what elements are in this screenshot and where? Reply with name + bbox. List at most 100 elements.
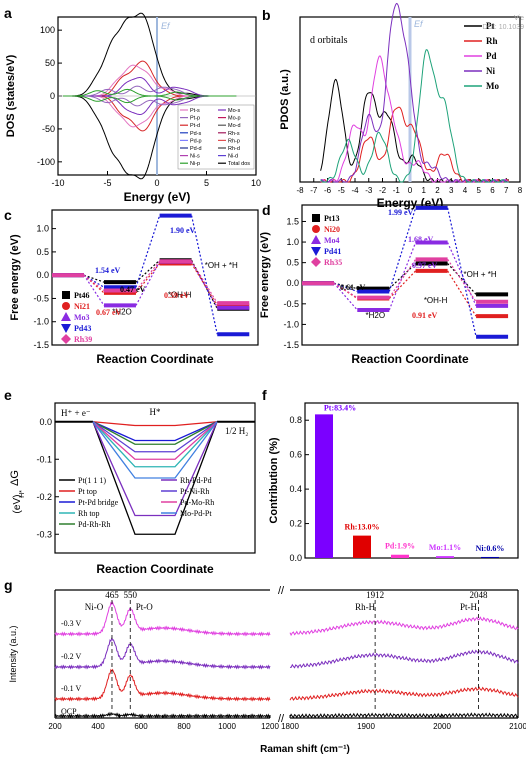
panel-c-connector-Pt46-1: [135, 259, 161, 283]
watermark-line-2: DOI: 10.1039: [482, 24, 524, 31]
panel-label-a: a: [4, 5, 12, 21]
panel-g-peak-value-3: 2048: [469, 590, 488, 600]
panel-c-state-label-2: *OH-H: [168, 291, 192, 300]
panel-e-xlabel: Reaction Coordinate: [96, 562, 214, 576]
panel-b-series-Pd: [320, 55, 509, 183]
panel-e-y-ticklabel-2: -0.2: [36, 492, 52, 502]
panel-c-connector-Rh39-2: [191, 260, 218, 304]
panel-a-y-ticklabel-0: -100: [37, 157, 55, 167]
panel-e-y-ticklabel-0: 0.0: [39, 417, 52, 427]
panel-e-path-Mo-Pd-Pt: [92, 421, 218, 479]
panel-c-annotation-2: 0.47 eV: [120, 285, 146, 294]
panel-g-series-left-3: [54, 711, 271, 719]
panel-a-ylabel: DOS (states/eV): [5, 54, 17, 137]
panel-a-legend-label-7: Rh-s: [228, 131, 240, 137]
panel-b-x-ticklabel-6: -2: [379, 186, 387, 195]
panel-f-bar-label-Ni: Ni:0.6%: [476, 544, 505, 553]
panel-b-x-ticklabel-4: -4: [351, 186, 359, 195]
panel-d-legend-marker-Ni20: [312, 225, 320, 233]
panel-c-y-ticklabel-2: 0.0: [36, 270, 49, 280]
panel-d-connector-Pd41-2: [447, 207, 477, 337]
panel-b-x-ticklabel-7: -1: [393, 186, 401, 195]
panel-c-legend-label-Rh39: Rh39: [74, 335, 92, 344]
panel-g-left-ticklabel-4: 600: [134, 722, 148, 731]
panel-c-state-label-3: *OH + *H: [205, 261, 238, 270]
panel-e-path-Pt-Ni-Rh: [92, 421, 218, 453]
panel-c-connector-Pd43-1: [135, 215, 161, 288]
panel-f-bar-label-Pt: Pt:83.4%: [324, 403, 356, 412]
panel-a-x-ticklabel-0: -10: [51, 178, 64, 188]
panel-d-legend-marker-Mo4: [311, 235, 321, 244]
panel-e-path-Pt-top: [92, 421, 218, 427]
panel-f-ylabel: Contribution (%): [268, 437, 280, 523]
panel-b-x-ticklabel-0: -8: [296, 186, 304, 195]
panel-c-ylabel: Free energy (eV): [9, 234, 21, 321]
panel-f-bar-Mo: [436, 556, 454, 558]
panel-g-peak-name-2: Rh-H: [355, 602, 376, 612]
panel-a-legend-label-2: Pt-p: [190, 116, 200, 122]
panel-a-legend-label-14: Ni-p: [190, 161, 200, 167]
panel-e-legend-label-3: Rh top: [78, 509, 100, 518]
panel-g-series-right-1: [289, 649, 519, 669]
panel-f-bar-Ni: [481, 556, 499, 558]
panel-c-legend-label-Pt46: Pt46: [74, 291, 90, 300]
panel-d-y-ticklabel-4: -0.5: [283, 299, 299, 309]
panel-g-series-left-1: [54, 636, 271, 670]
panel-d-legend-marker-Pd41: [311, 247, 321, 256]
panel-a-legend-label-10: Pd-d: [190, 146, 202, 152]
panel-a-y-ticklabel-2: 0: [50, 91, 55, 101]
panel-c-frame: [51, 209, 259, 346]
panel-e-path-Rh-top: [92, 421, 218, 468]
panel-e-legend-label-1: Pt top: [78, 487, 97, 496]
panel-g-left-ticklabel-10: 1200: [261, 722, 279, 731]
panel-b-series-Mo: [320, 49, 509, 183]
panel-g-series-left-0: [54, 600, 271, 637]
panel-g-left-ticklabel-2: 400: [91, 722, 105, 731]
panel-a-y-ticklabel-1: -50: [42, 124, 55, 134]
panel-d-state-label-2: *OH-H: [424, 296, 448, 305]
panel-d-connector-Rh35-2: [447, 259, 477, 303]
panel-c-legend-marker-Mo3: [61, 312, 71, 321]
panel-d-y-ticklabel-0: 1.5: [286, 216, 299, 226]
panel-e-legend-label-7: Pd-Mo-Rh: [180, 498, 214, 507]
panel-a-x-ticklabel-3: 5: [204, 178, 209, 188]
panel-c-connector-Mo3-2: [191, 261, 218, 309]
panel-g-ylabel: Intensity (a.u.): [8, 625, 18, 682]
panel-e-y-ticklabel-3: -0.3: [36, 529, 52, 539]
panel-d-connector-Mo4-2: [447, 242, 477, 307]
panel-b-x-ticklabel-16: 8: [518, 186, 523, 195]
panel-a-xlabel: Energy (eV): [124, 190, 191, 204]
panel-b-x-ticklabel-12: 4: [463, 186, 468, 195]
panel-e-path-Rh-Pd-Pd: [92, 421, 218, 517]
panel-b-x-ticklabel-14: 6: [490, 186, 495, 195]
panel-d-annotation-2: 0.97 eV: [412, 261, 438, 270]
panel-e-label-end: 1/2 H₂: [225, 426, 248, 436]
panel-b-ylabel: PDOS (a.u.): [279, 69, 291, 130]
panel-a-x-ticklabel-4: 10: [251, 178, 261, 188]
panel-g-peak-value-2: 1912: [366, 590, 384, 600]
panel-a-y-ticklabel-4: 100: [40, 25, 55, 35]
panel-e-frame: [54, 402, 256, 554]
panel-f-bar-Rh: [353, 535, 371, 558]
panel-g-series-label-0: -0.3 V: [61, 619, 82, 628]
panel-a-fermi-label: Ef: [161, 21, 171, 31]
panel-d-legend-label-Pt13: Pt13: [324, 214, 340, 223]
panel-c-legend-marker-Pt46: [62, 291, 70, 299]
panel-c-y-ticklabel-0: 1.0: [36, 224, 49, 234]
panel-c-y-ticklabel-4: -1.0: [33, 317, 49, 327]
panel-c-annotation-0: 1.90 eV: [170, 226, 196, 235]
panel-d-connector-Mo4-1: [388, 242, 417, 311]
panel-d-legend-label-Rh35: Rh35: [324, 258, 342, 267]
panel-d-connector-Pd41-1: [388, 207, 417, 292]
panel-a-legend-label-0: Pt-s: [190, 108, 200, 114]
panel-d-annotation-4: 0.91 eV: [412, 311, 438, 320]
panel-f-frame: [304, 402, 519, 559]
panel-e-legend-label-0: Pt(1 1 1): [78, 476, 106, 485]
panel-e-legend-label-4: Pd-Rh-Rh: [78, 520, 110, 529]
panel-a-dos-curve-1-up: [63, 60, 237, 97]
panel-g-series-right-3: [289, 712, 519, 719]
panel-e-legend-label-8: Mo-Pd-Pt: [180, 509, 212, 518]
panel-c-legend-marker-Ni21: [62, 302, 70, 310]
panel-b-x-ticklabel-1: -7: [310, 186, 318, 195]
